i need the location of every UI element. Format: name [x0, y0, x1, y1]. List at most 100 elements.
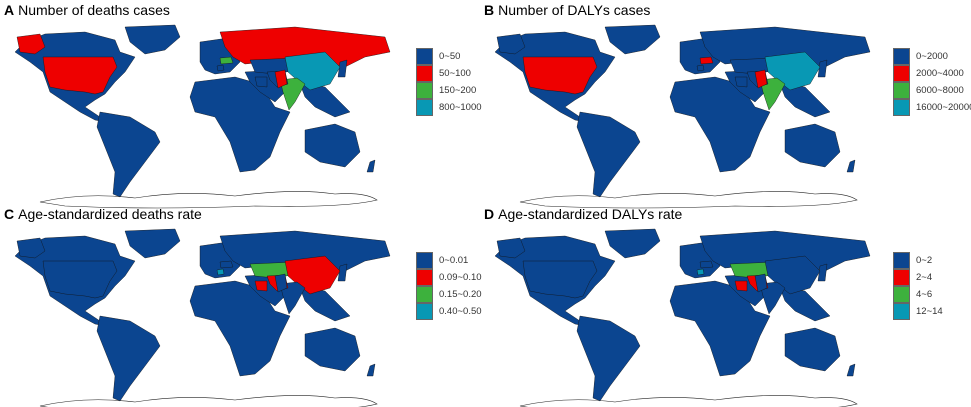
legend-item: 16000~20000 [893, 99, 971, 116]
country-pakistan [274, 69, 288, 89]
country-greenland [124, 228, 181, 259]
country-alaska [16, 33, 46, 55]
legend-swatch [416, 269, 433, 286]
world-map [14, 24, 391, 209]
legend-item: 2~4 [893, 269, 943, 286]
country-south-america [96, 315, 161, 402]
legend-item: 4~6 [893, 286, 943, 303]
country-australia [304, 123, 361, 168]
legend-swatch [416, 65, 433, 82]
legend-swatch [893, 252, 910, 269]
panel-title: D Age-standardized DALYs rate [484, 206, 683, 222]
country-balkans [216, 64, 225, 72]
legend-label: 2~4 [916, 272, 933, 283]
country-ukraine [219, 56, 234, 65]
legend-swatch [893, 48, 910, 65]
legend-item: 2000~4000 [893, 65, 971, 82]
country-australia [784, 123, 841, 168]
country-new-zealand [846, 363, 856, 377]
country-india [759, 77, 786, 111]
country-balkans [696, 268, 705, 276]
panel-b: B Number of DALYs cases 0~2000 2000~4000 60… [480, 0, 971, 209]
legend-item: 12~14 [893, 303, 943, 320]
country-se-asia [299, 287, 351, 322]
country-alaska [16, 237, 46, 259]
legend-label: 0~2000 [916, 51, 948, 62]
country-australia [784, 327, 841, 372]
legend-label: 6000~8000 [916, 85, 964, 96]
legend-label: 800~1000 [439, 102, 482, 113]
country-japan [817, 59, 828, 78]
country-pakistan [754, 273, 768, 293]
legend-swatch [893, 269, 910, 286]
country-south-america [576, 111, 641, 198]
panel-d: D Age-standardized DALYs rate 0~2 2~4 4~6 12… [480, 204, 965, 407]
legend-item: 0.09~0.10 [416, 269, 482, 286]
legend-item: 800~1000 [416, 99, 482, 116]
legend-swatch [416, 303, 433, 320]
country-australia [304, 327, 361, 372]
panel-title: B Number of DALYs cases [484, 2, 651, 18]
legend-item: 0.15~0.20 [416, 286, 482, 303]
country-japan [817, 263, 828, 282]
country-usa [522, 260, 598, 299]
panel-c: C Age-standardized deaths rate 0~0.01 0.09… [0, 204, 485, 407]
world-map [14, 228, 391, 407]
country-pakistan [274, 273, 288, 293]
country-ukraine [219, 260, 234, 269]
legend-swatch [893, 303, 910, 320]
panel-a: A Number of deaths cases 0~50 50~100 150~20… [0, 0, 485, 209]
legend-item: 6000~8000 [893, 82, 971, 99]
country-iraq [734, 76, 748, 88]
country-balkans [696, 64, 705, 72]
legend-item: 0.40~0.50 [416, 303, 482, 320]
country-india [759, 281, 786, 315]
antarctica-outline [519, 395, 858, 407]
legend-label: 150~200 [439, 85, 477, 96]
legend-label: 0~50 [439, 51, 461, 62]
legend-label: 4~6 [916, 289, 933, 300]
country-new-zealand [366, 159, 376, 173]
legend: 0~0.01 0.09~0.10 0.15~0.20 0.40~0.50 [416, 252, 482, 320]
legend-swatch [893, 99, 910, 116]
country-iraq [254, 76, 268, 88]
country-india [279, 281, 306, 315]
antarctica-outline [39, 191, 378, 209]
country-greenland [124, 24, 181, 55]
legend: 0~50 50~100 150~200 800~1000 [416, 48, 482, 116]
country-japan [337, 263, 348, 282]
legend-item: 150~200 [416, 82, 482, 99]
legend-label: 0~2 [916, 255, 933, 266]
country-se-asia [779, 287, 831, 322]
country-se-asia [299, 83, 351, 118]
country-ukraine [699, 56, 714, 65]
country-iraq [734, 280, 748, 292]
country-japan [337, 59, 348, 78]
legend-swatch [416, 286, 433, 303]
country-alaska [496, 33, 526, 55]
legend-swatch [416, 48, 433, 65]
country-alaska [496, 237, 526, 259]
legend-label: 0.15~0.20 [439, 289, 482, 300]
country-usa [42, 260, 118, 299]
country-new-zealand [366, 363, 376, 377]
legend-label: 2000~4000 [916, 68, 964, 79]
country-greenland [604, 228, 661, 259]
legend-label: 0.09~0.10 [439, 272, 482, 283]
country-se-asia [779, 83, 831, 118]
country-pakistan [754, 69, 768, 89]
legend-item: 0~2 [893, 252, 943, 269]
legend-swatch [416, 99, 433, 116]
antarctica-outline [39, 395, 378, 407]
country-south-america [576, 315, 641, 402]
legend-label: 50~100 [439, 68, 471, 79]
legend-swatch [893, 82, 910, 99]
country-balkans [216, 268, 225, 276]
country-south-america [96, 111, 161, 198]
legend-swatch [416, 252, 433, 269]
legend-item: 0~2000 [893, 48, 971, 65]
panel-title: A Number of deaths cases [4, 2, 170, 18]
legend-swatch [893, 286, 910, 303]
legend-item: 50~100 [416, 65, 482, 82]
